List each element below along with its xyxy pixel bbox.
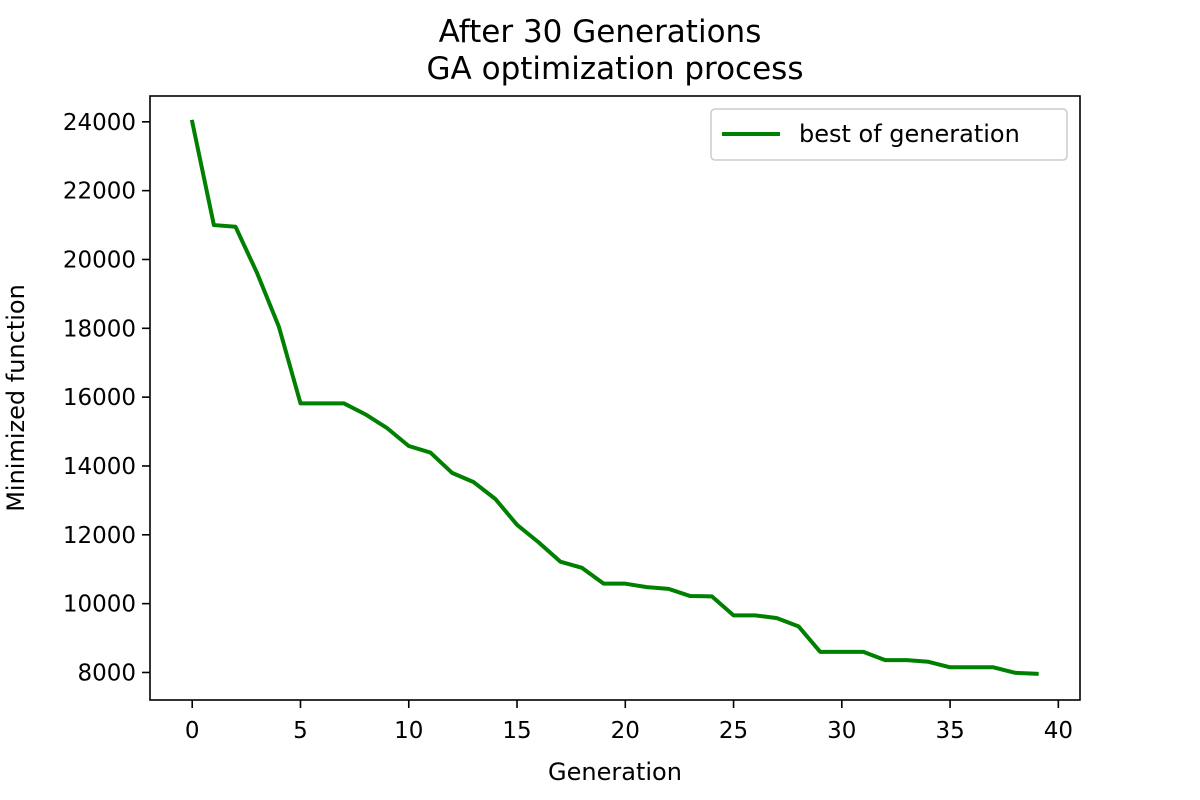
legend-frame <box>710 108 1068 161</box>
plot-area: 0 5 10 15 20 25 30 35 40 8000 10000 12000 14000 16000… <box>63 95 1081 744</box>
legend: best of generation <box>710 108 1068 161</box>
plot-frame <box>149 95 1081 701</box>
x-tick-label: 5 <box>293 718 308 744</box>
x-tick-label: 10 <box>394 718 423 744</box>
x-tick-label: 0 <box>185 718 200 744</box>
x-tick-label: 15 <box>502 718 531 744</box>
y-tick-label: 8000 <box>77 660 136 686</box>
x-tick-label: 25 <box>719 718 748 744</box>
y-tick-label: 10000 <box>63 592 136 618</box>
series-line-best-of-generation <box>189 119 1039 676</box>
y-tick-label: 18000 <box>63 316 136 342</box>
y-tick-label: 14000 <box>63 454 136 480</box>
y-tick-label: 22000 <box>63 179 136 205</box>
x-tick-label: 35 <box>935 718 964 744</box>
y-tick-label: 16000 <box>63 385 136 411</box>
x-tick-label: 30 <box>827 718 856 744</box>
x-tick-label: 20 <box>611 718 640 744</box>
chart-title-line-1: After 30 Generations <box>439 14 762 50</box>
y-tick-label: 12000 <box>63 523 136 549</box>
legend-label: best of generation <box>799 120 1020 148</box>
y-tick-label: 20000 <box>63 247 136 273</box>
y-tick-label: 24000 <box>63 110 136 136</box>
y-axis-label: Minimized function <box>2 284 30 512</box>
x-axis-label: Generation <box>548 758 682 786</box>
x-tick-label: 40 <box>1044 718 1073 744</box>
chart-title-line-2: GA optimization process <box>427 51 804 87</box>
